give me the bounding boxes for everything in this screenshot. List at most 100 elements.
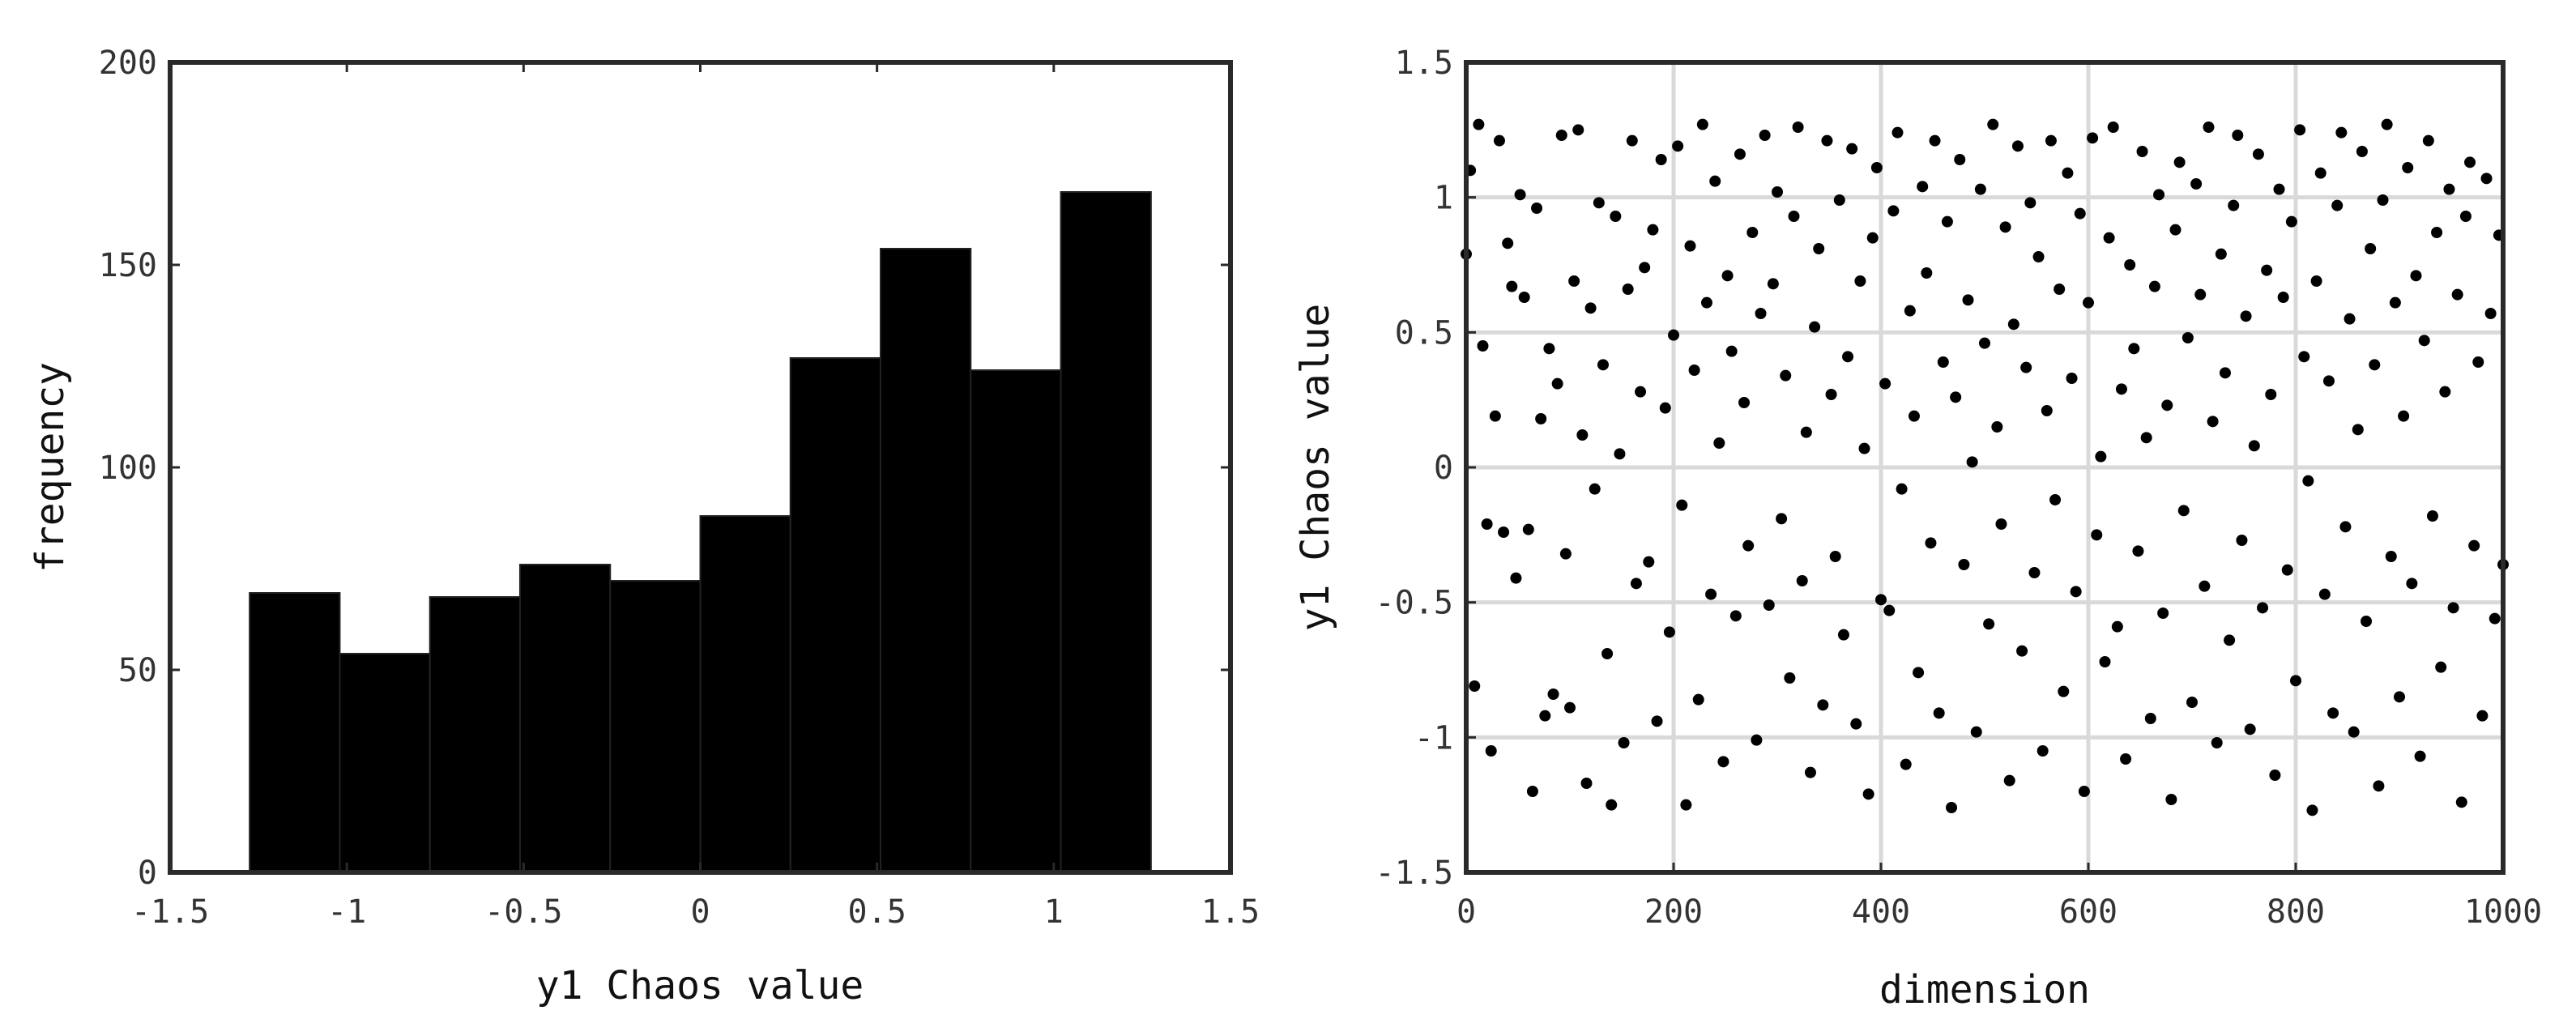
scatter-x-tick-label: 0 [1456,893,1476,931]
scatter-point [2074,207,2086,220]
scatter-y-tick-label: 0 [1434,450,1453,487]
scatter-point [1717,756,1729,768]
histogram-bar [880,248,972,873]
scatter-point [1983,618,1995,630]
scatter-point [1668,329,1679,341]
scatter-point [1502,237,1514,249]
histogram-bar [1060,191,1152,873]
scatter-point [2062,167,2074,179]
scatter-point [1809,321,1821,333]
scatter-panel: 0 200 400 600 800 1000 -1.5 -1 -0.5 0 0.5 1 1.5 dime… [1293,45,2542,1013]
scatter-point [1618,737,1630,748]
scatter-point [2224,634,2236,646]
scatter-point [2480,173,2493,185]
scatter-point [1821,134,1833,147]
histogram-y-tick-label: 150 [99,247,157,284]
histogram-bar [699,515,791,873]
scatter-point [2028,567,2041,578]
scatter-point [1705,588,1717,600]
scatter-point [2161,399,2173,411]
scatter-point [2124,259,2136,271]
scatter-point [2339,521,2352,533]
scatter-point [2186,697,2198,708]
scatter-point [2464,156,2476,168]
scatter-point [1958,559,1970,570]
scatter-point [2455,796,2467,808]
scatter-point [2414,750,2426,762]
scatter-point [1800,426,1812,438]
scatter-point [2294,124,2306,136]
scatter-point [2248,440,2260,452]
scatter-point [1576,429,1589,441]
scatter-point [1651,715,1663,727]
scatter-point [1514,189,1526,201]
scatter-point [1493,134,1505,147]
scatter-point [2410,270,2422,282]
scatter-point [2439,386,2451,398]
scatter-point [1721,270,1734,282]
scatter-point [1970,726,1982,738]
scatter-point [2322,375,2335,387]
scatter-point [2207,416,2219,428]
histogram-bar [970,369,1062,873]
scatter-point [1896,483,1908,495]
scatter-point [2344,313,2356,325]
scatter-point [1904,305,1916,317]
scatter-point [2385,551,2397,562]
scatter-point [1622,284,1634,295]
scatter-point [1929,134,1941,147]
scatter-point [1580,778,1593,789]
scatter-point [1875,594,1887,606]
scatter-point [2020,361,2032,373]
scatter-point [1539,710,1551,722]
scatter-point [2361,616,2373,627]
scatter-y-tick-label: 1.5 [1395,45,1453,82]
scatter-point [2203,122,2215,133]
scatter-ticks: 0 200 400 600 800 1000 -1.5 -1 -0.5 0 0.5 1 1.5 [1375,45,2542,931]
histogram-bar [609,580,702,873]
scatter-point [2269,770,2281,781]
scatter-point [2024,197,2036,209]
scatter-point [2199,580,2211,592]
scatter-point [1672,140,1684,152]
scatter-point [1630,578,1642,590]
scatter-points [1461,118,2509,816]
scatter-point [2078,786,2090,797]
scatter-point [2219,367,2231,379]
scatter-point [2244,723,2256,735]
scatter-point [2352,424,2364,436]
histogram-x-tick-label: -1 [327,893,366,931]
scatter-point [1891,126,1904,139]
scatter-point [1551,377,1563,390]
scatter-point [1610,211,1622,222]
histogram-y-tick-label: 50 [118,652,157,689]
scatter-point [1655,154,1667,165]
scatter-point [1626,134,1638,147]
scatter-point [2140,432,2152,444]
scatter-point [2173,156,2186,168]
scatter-point [2468,539,2480,552]
scatter-point [2394,691,2405,703]
scatter-point [1755,308,1767,319]
scatter-point [1643,556,1655,568]
scatter-point [1700,296,1712,309]
scatter-y-axis-label: y1 Chaos value [1293,304,1338,632]
scatter-point [1866,232,1879,244]
scatter-point [1941,215,1953,228]
scatter-point [1635,386,1647,398]
scatter-point [1639,262,1651,274]
scatter-point [1991,421,2003,433]
scatter-point [2327,707,2339,719]
scatter-point [1729,610,1742,622]
scatter-point [1568,275,1580,287]
scatter-point [1696,118,1708,130]
scatter-point [2232,130,2244,141]
scatter-point [2016,645,2028,657]
scatter-point [1979,337,1990,349]
scatter-point [1974,183,1986,195]
scatter-point [2169,224,2181,236]
scatter-point [2273,183,2285,195]
scatter-point [2054,284,2066,295]
scatter-point [2369,359,2381,371]
scatter-point [1742,539,1755,552]
